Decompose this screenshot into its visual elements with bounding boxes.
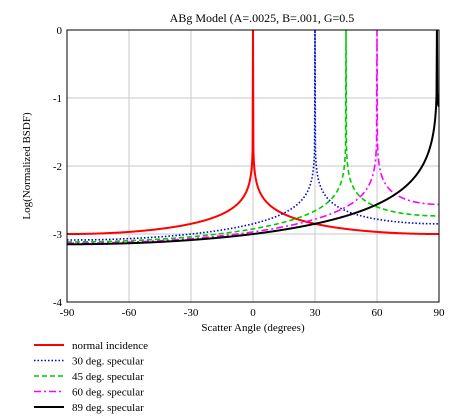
series-line xyxy=(67,30,439,245)
x-tick-label: 60 xyxy=(372,307,384,319)
y-tick-label: 0 xyxy=(57,25,63,37)
plot-frame xyxy=(66,29,440,303)
series-line xyxy=(67,30,439,236)
y-tick-label: -2 xyxy=(53,161,62,173)
x-tick-label: -60 xyxy=(122,307,137,319)
legend-label: 30 deg. specular xyxy=(72,356,144,368)
y-tick-label: -1 xyxy=(53,93,62,105)
series-line xyxy=(67,30,439,243)
x-tick-labels: -90 -60 -30 0 30 60 90 xyxy=(60,307,445,319)
legend-label: 45 deg. specular xyxy=(72,371,144,383)
x-tick-label: 0 xyxy=(250,307,256,319)
series-layer xyxy=(67,30,439,246)
y-tick-label: -3 xyxy=(53,229,63,241)
legend-label: 89 deg. specular xyxy=(72,402,144,414)
x-tick-label: -30 xyxy=(184,307,199,319)
legend-label: normal incidence xyxy=(72,340,148,352)
y-tick-labels: 0 -1 -2 -3 -4 xyxy=(53,25,63,309)
y-axis-label: Log(Normalized BSDF) xyxy=(21,112,33,220)
x-tick-label: -90 xyxy=(60,307,75,319)
x-tick-label: 90 xyxy=(434,307,446,319)
chart-title: ABg Model (A=.0025, B=.001, G=0.5 xyxy=(170,11,355,25)
legend: normal incidence 30 deg. specular 45 deg. … xyxy=(34,340,148,414)
x-axis-label: Scatter Angle (degrees) xyxy=(201,322,305,334)
x-tick-label: 30 xyxy=(310,307,322,319)
series-line xyxy=(67,30,439,246)
legend-label: 60 deg. specular xyxy=(72,387,144,399)
y-tick-label: -4 xyxy=(53,297,63,309)
